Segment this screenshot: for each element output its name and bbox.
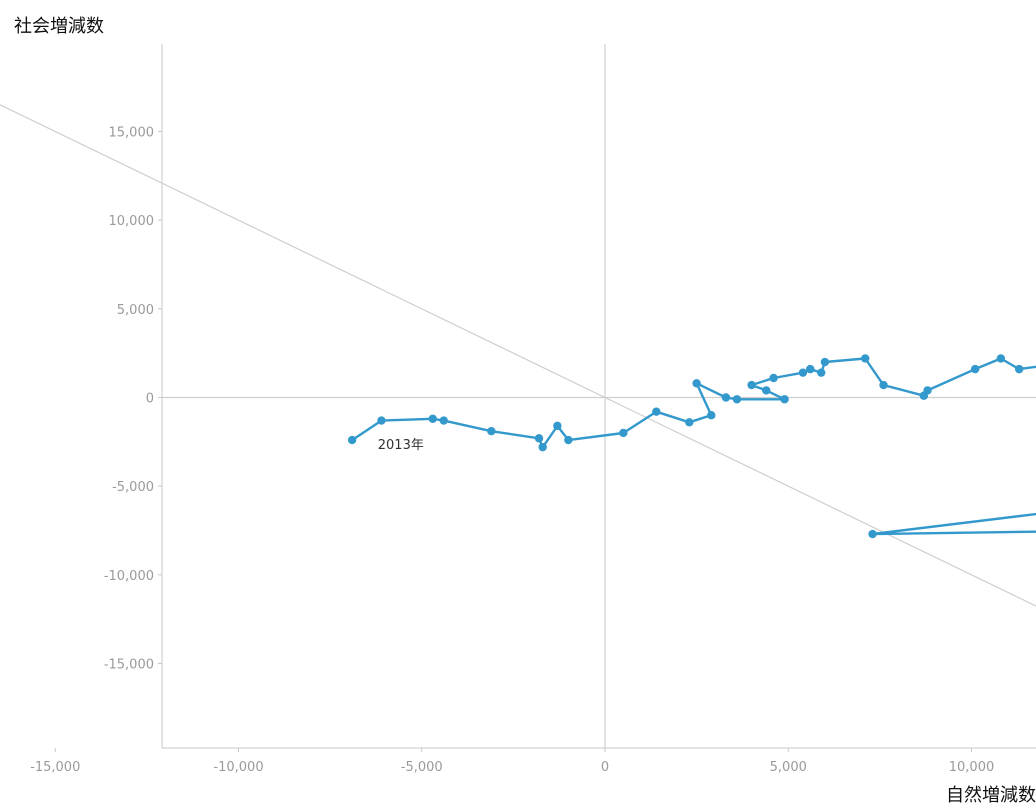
data-point xyxy=(919,391,929,400)
data-point xyxy=(377,416,386,425)
data-point xyxy=(996,354,1006,363)
x-tick-label: -10,000 xyxy=(213,760,263,775)
data-point xyxy=(347,435,357,445)
data-point xyxy=(685,418,694,427)
y-tick-label: -5,000 xyxy=(112,480,154,495)
data-point xyxy=(732,395,742,404)
data-point xyxy=(439,416,448,425)
data-point xyxy=(970,364,980,374)
data-point xyxy=(538,442,547,452)
series-line xyxy=(351,357,1036,536)
data-point xyxy=(619,428,628,438)
data-point xyxy=(817,368,826,377)
data-point xyxy=(879,380,888,390)
data-point xyxy=(769,373,778,383)
data-point xyxy=(707,411,716,420)
data-point xyxy=(780,395,789,404)
data-point xyxy=(487,426,496,436)
data-point xyxy=(798,368,808,377)
data-point xyxy=(806,364,815,374)
data-point xyxy=(1014,364,1024,374)
x-tick-label: -5,000 xyxy=(401,760,443,775)
x-tick-label: -15,000 xyxy=(30,760,80,775)
data-point xyxy=(868,529,877,539)
y-tick-label: 5,000 xyxy=(117,303,154,318)
diagonal-reference-line xyxy=(0,104,1036,607)
y-tick-label: 10,000 xyxy=(109,214,155,229)
data-point xyxy=(820,357,830,367)
data-point xyxy=(762,386,771,395)
y-tick-label: -15,000 xyxy=(104,657,154,672)
data-point xyxy=(652,407,661,416)
data-point xyxy=(553,421,562,431)
data-point xyxy=(428,414,437,423)
data-point xyxy=(861,354,870,363)
y-tick-label: 0 xyxy=(146,392,154,407)
x-tick-label: 10,000 xyxy=(949,760,995,775)
data-point xyxy=(564,435,573,445)
data-point xyxy=(534,434,544,443)
y-tick-label: -10,000 xyxy=(104,569,154,584)
y-axis-title: 社会増減数 xyxy=(14,16,104,37)
data-point xyxy=(692,379,701,388)
data-point xyxy=(721,393,731,402)
x-axis-title: 自然増減数 xyxy=(946,785,1036,806)
x-tick-label: 0 xyxy=(601,760,609,775)
data-point xyxy=(747,380,756,390)
year-annotation: 2013年 xyxy=(378,438,424,453)
y-tick-label: 15,000 xyxy=(109,126,155,141)
x-tick-label: 5,000 xyxy=(770,760,807,775)
